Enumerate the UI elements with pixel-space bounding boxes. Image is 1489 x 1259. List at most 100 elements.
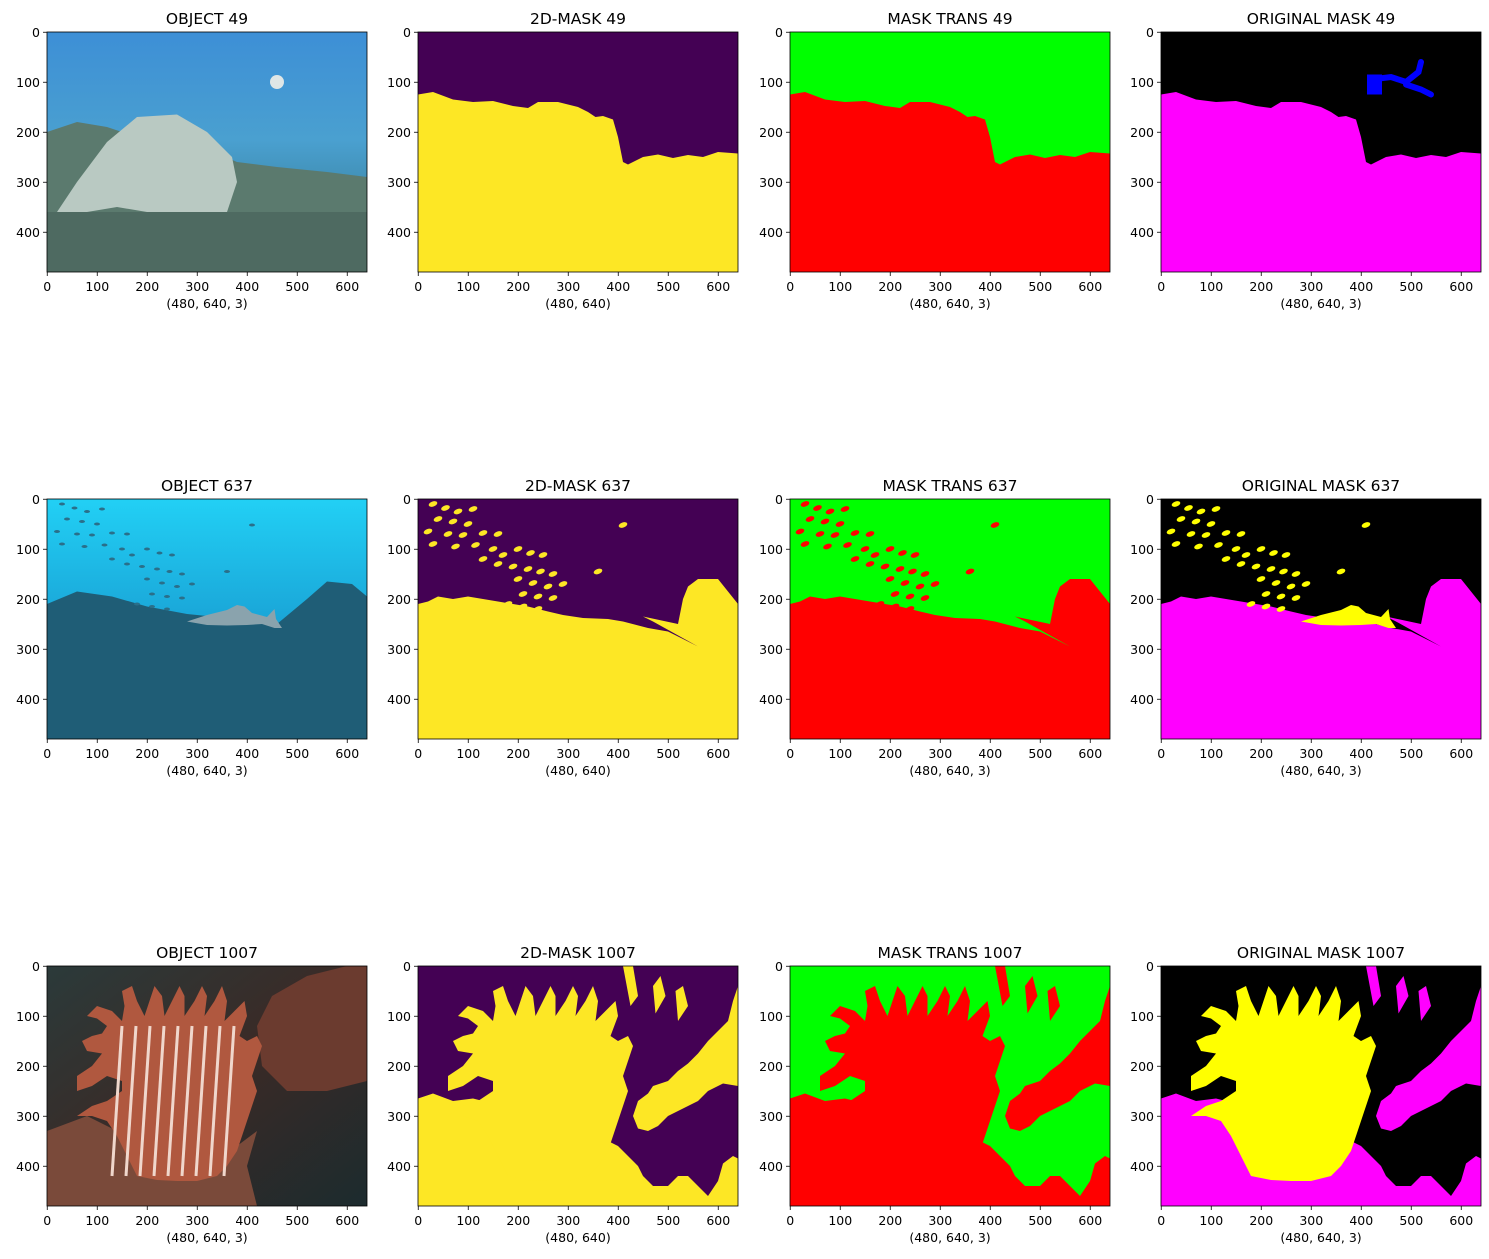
fish-shape	[164, 607, 170, 611]
fish-shape	[471, 542, 480, 548]
x-tick-label: 600	[335, 1213, 359, 1228]
axes-frame	[789, 965, 1111, 1207]
fish-shape	[990, 522, 1000, 528]
panel-title: 2D-MASK 1007	[520, 944, 636, 962]
fish-shape	[825, 508, 835, 515]
x-tick-label: 600	[335, 279, 359, 294]
fish-shape	[1279, 568, 1288, 575]
fish-shape	[558, 581, 568, 587]
fish-shape	[1269, 550, 1278, 556]
x-tick-label: 0	[414, 746, 422, 761]
fish-shape	[618, 522, 628, 528]
y-tick-label: 400	[1130, 692, 1154, 707]
x-tick-label: 100	[828, 1213, 852, 1228]
x-tick-label: 100	[456, 1213, 480, 1228]
panel-title: 2D-MASK 49	[530, 10, 626, 28]
y-tick-label: 0	[1146, 959, 1154, 974]
fin-shape	[675, 986, 688, 1021]
x-tick-label: 400	[235, 746, 259, 761]
y-tick-label: 200	[387, 592, 411, 607]
fish-shape	[1301, 581, 1311, 587]
fish-shape	[1201, 532, 1211, 538]
y-tick-label: 0	[403, 25, 411, 40]
diver-shape	[270, 75, 284, 89]
fish-shape	[1166, 528, 1176, 535]
fish-shape	[443, 531, 453, 537]
axes-frame	[417, 965, 739, 1207]
y-tick-label: 200	[16, 125, 40, 140]
x-tick-label: 500	[1028, 279, 1052, 294]
x-tick-label: 400	[606, 1213, 630, 1228]
x-tick-label: 400	[1349, 1213, 1373, 1228]
x-tick-label: 0	[1157, 746, 1165, 761]
x-tick-label: 100	[1199, 279, 1223, 294]
fish-shape	[74, 532, 80, 536]
x-tick-label: 600	[1078, 746, 1102, 761]
x-tick-label: 100	[828, 746, 852, 761]
fish-shape	[1184, 505, 1193, 511]
x-tick-label: 200	[135, 279, 159, 294]
shark-shape	[187, 605, 282, 628]
x-tick-label: 600	[1078, 279, 1102, 294]
fish-shape	[910, 552, 920, 558]
x-tick-label: 600	[706, 279, 730, 294]
stripe-shape	[166, 1025, 180, 1177]
x-tick-label: 400	[978, 746, 1002, 761]
fish-shape	[930, 581, 940, 587]
fish-shape	[543, 583, 553, 590]
x-tick-label: 0	[1157, 1213, 1165, 1228]
fish-shape	[548, 595, 558, 601]
x-tick-label: 0	[786, 279, 794, 294]
y-tick-label: 300	[1130, 1109, 1154, 1124]
fish-shape	[1171, 501, 1181, 507]
fish-shape	[548, 571, 558, 577]
fish-shape	[101, 543, 108, 547]
fish-shape	[835, 521, 845, 527]
fish-shape	[189, 582, 195, 586]
fish-shape	[805, 516, 815, 522]
fish-shape	[488, 546, 498, 552]
fin-shape	[1396, 976, 1409, 1014]
panel-image	[790, 966, 1110, 1206]
fin-shape	[1025, 976, 1038, 1014]
diver-fin-shape	[1403, 81, 1434, 98]
lionfish-shape	[1191, 986, 1376, 1181]
fish-shape	[144, 547, 150, 551]
x-tick-label: 600	[1449, 1213, 1473, 1228]
fish-shape	[169, 553, 175, 557]
sand-shape	[47, 212, 367, 272]
y-tick-label: 200	[759, 125, 783, 140]
x-tick-label: 200	[135, 746, 159, 761]
y-tick-label: 100	[759, 1009, 783, 1024]
x-tick-label: 300	[1299, 1213, 1323, 1228]
x-tick-label: 500	[1028, 1213, 1052, 1228]
fish-shape	[441, 505, 450, 511]
fish-shape	[144, 577, 150, 581]
x-tick-label: 500	[656, 1213, 680, 1228]
axes-frame	[46, 965, 368, 1207]
x-tick-label: 300	[556, 279, 580, 294]
fish-shape	[71, 506, 78, 510]
fish-shape	[800, 501, 810, 507]
reef-region	[1005, 966, 1110, 1131]
fin-shape	[1366, 966, 1381, 1006]
fish-shape	[448, 518, 458, 525]
y-tick-label: 0	[775, 492, 783, 507]
x-tick-label: 100	[85, 746, 109, 761]
fish-shape	[1191, 518, 1201, 525]
y-tick-label: 0	[775, 25, 783, 40]
x-tick-label: 600	[1449, 279, 1473, 294]
reef-shape	[47, 581, 367, 739]
reef-region	[790, 92, 1110, 272]
x-tick-label: 500	[1028, 746, 1052, 761]
fish-shape	[79, 520, 85, 523]
fish-shape	[870, 552, 880, 558]
axes-frame	[417, 31, 739, 273]
fish-shape	[1261, 603, 1271, 610]
x-tick-label: 300	[185, 279, 209, 294]
fish-shape	[1206, 521, 1216, 527]
reef-region	[418, 92, 738, 272]
fish-shape	[536, 568, 545, 575]
x-tick-label: 600	[706, 1213, 730, 1228]
y-tick-label: 100	[1130, 1009, 1154, 1024]
